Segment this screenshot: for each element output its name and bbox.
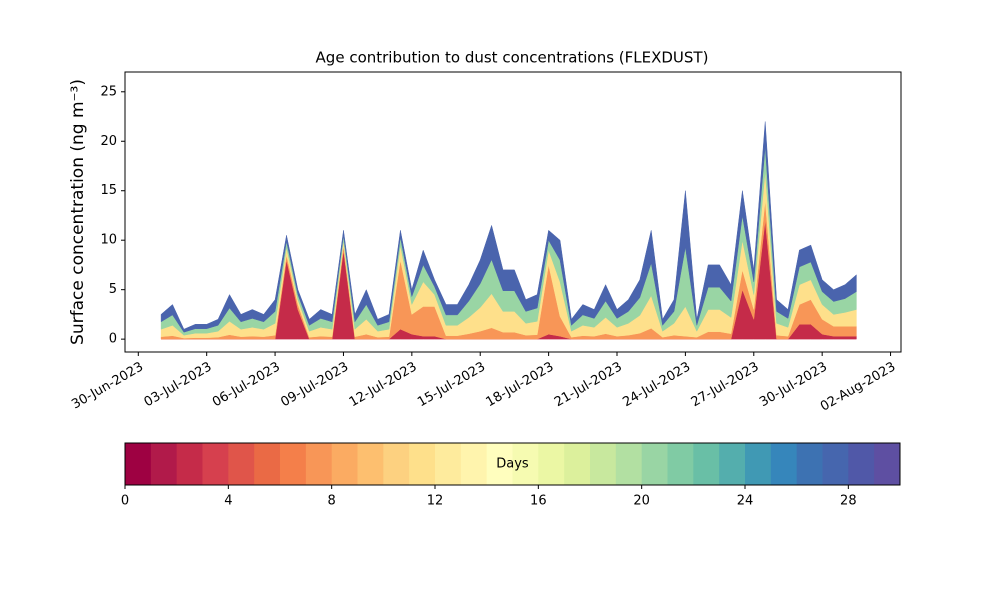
y-tick-label: 25 bbox=[100, 84, 117, 99]
colorbar-swatch bbox=[667, 443, 694, 485]
x-tick-label: 24-Jul-2023 bbox=[620, 360, 693, 411]
colorbar-swatch bbox=[305, 443, 333, 485]
colorbar-swatch bbox=[590, 443, 617, 485]
y-tick-label: 15 bbox=[100, 183, 117, 198]
colorbar-swatch bbox=[641, 443, 668, 485]
chart-title: Age contribution to dust concentrations … bbox=[316, 49, 709, 67]
x-tick-label: 18-Jul-2023 bbox=[484, 360, 557, 411]
x-tick-label: 12-Jul-2023 bbox=[347, 360, 420, 411]
x-tick-label: 30-Jun-2023 bbox=[69, 360, 146, 413]
plot-frame bbox=[124, 71, 902, 353]
x-tick-label: 06-Jul-2023 bbox=[210, 360, 283, 411]
area-layer bbox=[160, 121, 857, 333]
y-tick-label: 10 bbox=[100, 233, 117, 248]
colorbar-swatch bbox=[254, 443, 281, 485]
y-tick-label: 5 bbox=[109, 282, 117, 297]
x-tick-label: 21-Jul-2023 bbox=[552, 360, 625, 411]
colorbar-swatch bbox=[874, 443, 901, 485]
colorbar-tick-label: 8 bbox=[328, 494, 336, 509]
colorbar-swatch bbox=[693, 443, 720, 485]
colorbar-swatch bbox=[176, 443, 203, 485]
colorbar-tick-label: 24 bbox=[737, 494, 754, 509]
colorbar-swatch bbox=[331, 443, 358, 485]
colorbar-swatch bbox=[822, 443, 849, 485]
colorbar-tick-label: 16 bbox=[530, 494, 547, 509]
colorbar-swatch bbox=[125, 443, 152, 485]
y-tick-label: 20 bbox=[100, 134, 117, 149]
colorbar-swatch bbox=[615, 443, 643, 485]
colorbar-swatch bbox=[564, 443, 591, 485]
colorbar-frame bbox=[124, 442, 901, 486]
x-tick-label: 03-Jul-2023 bbox=[142, 360, 215, 411]
y-tick-label: 0 bbox=[109, 332, 117, 347]
colorbar-swatch bbox=[719, 443, 746, 485]
colorbar-swatch bbox=[202, 443, 229, 485]
colorbar-swatch bbox=[435, 443, 462, 485]
colorbar-swatch bbox=[150, 443, 178, 485]
colorbar-swatch bbox=[280, 443, 307, 485]
colorbar-swatch bbox=[486, 443, 513, 485]
colorbar-swatch bbox=[512, 443, 539, 485]
colorbar-tick-label: 28 bbox=[840, 494, 857, 509]
y-axis-label: Surface concentration (ng m⁻³) bbox=[68, 79, 88, 345]
colorbar-swatch bbox=[409, 443, 436, 485]
x-tick-label: 15-Jul-2023 bbox=[415, 360, 488, 411]
colorbar-tick-label: 20 bbox=[633, 494, 650, 509]
colorbar-swatch bbox=[848, 443, 875, 485]
colorbar-swatch bbox=[538, 443, 565, 485]
x-tick-label: 27-Jul-2023 bbox=[689, 360, 762, 411]
colorbar-tick-label: 4 bbox=[224, 494, 232, 509]
colorbar-swatch bbox=[460, 443, 488, 485]
colorbar-swatch bbox=[745, 443, 772, 485]
x-tick-label: 02-Aug-2023 bbox=[818, 360, 898, 415]
colorbar-swatch bbox=[357, 443, 384, 485]
colorbar-swatch bbox=[383, 443, 410, 485]
colorbar-tick-label: 0 bbox=[121, 494, 129, 509]
colorbar-swatch bbox=[770, 443, 798, 485]
colorbar-swatch bbox=[228, 443, 255, 485]
colorbar-label: Days bbox=[496, 457, 529, 472]
colorbar-tick-label: 12 bbox=[427, 494, 444, 509]
colorbar-swatch bbox=[796, 443, 823, 485]
x-tick-label: 09-Jul-2023 bbox=[278, 360, 351, 411]
